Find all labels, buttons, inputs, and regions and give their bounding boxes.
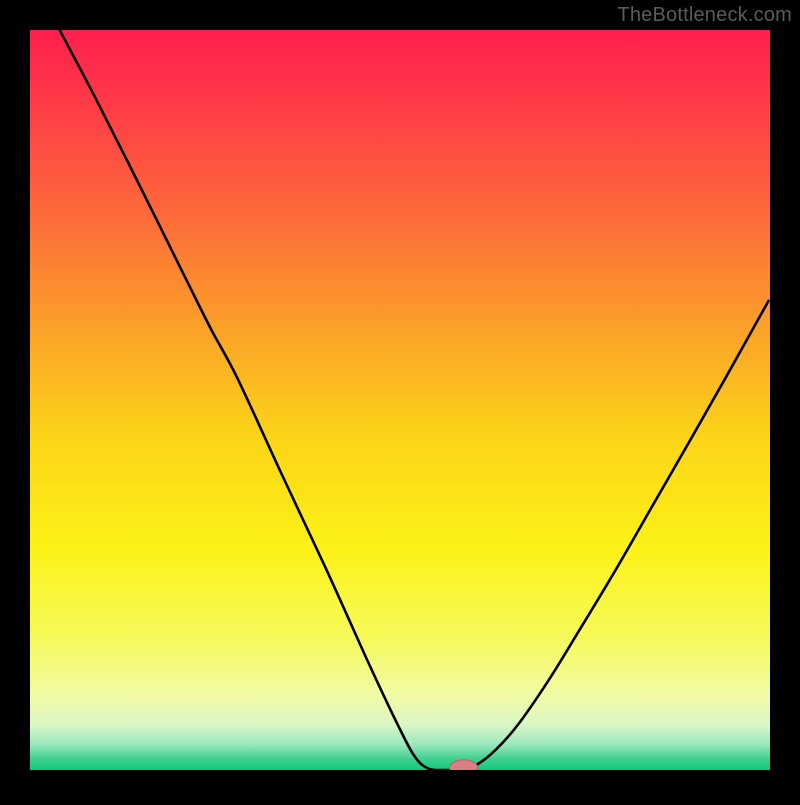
bottleneck-chart [0,0,800,800]
watermark-text: TheBottleneck.com [617,4,792,27]
frame-edge [0,770,800,800]
plot-background [30,30,770,770]
frame-edge [770,0,800,800]
frame-edge [0,0,30,800]
